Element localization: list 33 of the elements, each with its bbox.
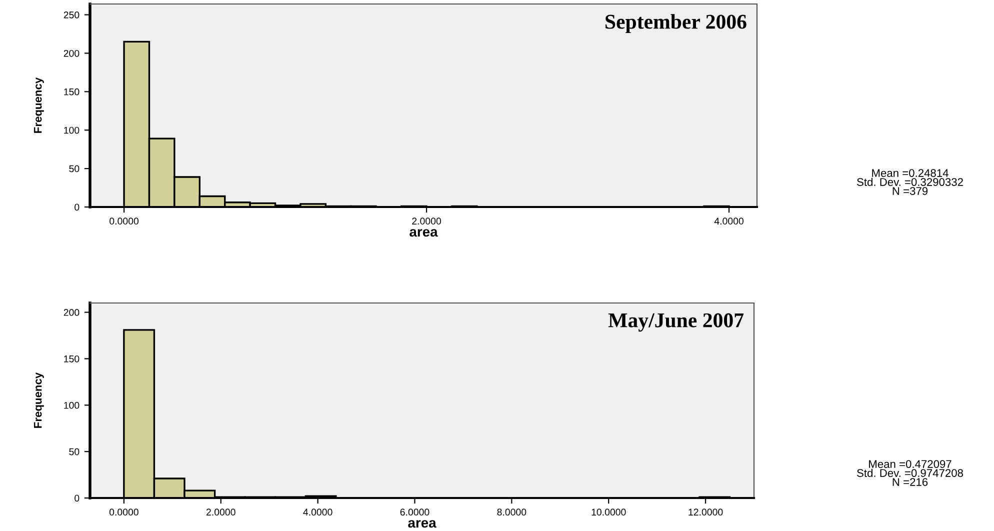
x-axis-title: area bbox=[410, 229, 438, 237]
text: Std. Dev. =0.3290332 bbox=[857, 178, 963, 186]
text: N =216 bbox=[892, 478, 928, 486]
x-tick-label: 12.0000 bbox=[688, 508, 723, 516]
y-tick-label: 0 bbox=[74, 494, 80, 502]
x-tick-label: 6.0000 bbox=[400, 508, 430, 516]
x-tick-label: 10.0000 bbox=[592, 508, 626, 516]
x-tick-label: 4.0000 bbox=[303, 508, 332, 516]
y-tick-label: 250 bbox=[64, 12, 80, 18]
y-tick-label: 150 bbox=[64, 88, 80, 96]
x-tick-label: 2.0000 bbox=[206, 508, 236, 516]
chart-title: May/June 2007 bbox=[608, 313, 744, 332]
y-tick-label: 200 bbox=[64, 309, 80, 316]
x-tick-label: 2.0000 bbox=[412, 218, 442, 225]
text: N =379 bbox=[892, 187, 928, 195]
y-tick-label: 50 bbox=[69, 165, 80, 172]
x-tick-label: 0.0000 bbox=[110, 218, 139, 225]
y-axis-title: Frequency bbox=[34, 77, 44, 133]
text: Mean =0.24814 bbox=[872, 169, 948, 177]
y-axis-title: Frequency bbox=[34, 372, 44, 428]
x-tick-label: 0.0000 bbox=[109, 508, 138, 516]
y-tick-label: 100 bbox=[64, 402, 80, 409]
text: Std. Dev. =0.9747208 bbox=[857, 468, 964, 477]
y-tick-label: 100 bbox=[64, 126, 80, 134]
y-tick-label: 0 bbox=[74, 204, 80, 211]
y-tick-label: 200 bbox=[64, 50, 80, 57]
x-axis-title: area bbox=[408, 520, 436, 528]
x-tick-label: 4.0000 bbox=[714, 218, 744, 225]
y-tick-label: 50 bbox=[69, 448, 80, 456]
x-tick-label: 8.0000 bbox=[497, 508, 526, 516]
chart-title: September 2006 bbox=[606, 14, 746, 34]
y-tick-label: 150 bbox=[64, 355, 80, 362]
text: Mean =0.472097 bbox=[869, 460, 952, 468]
